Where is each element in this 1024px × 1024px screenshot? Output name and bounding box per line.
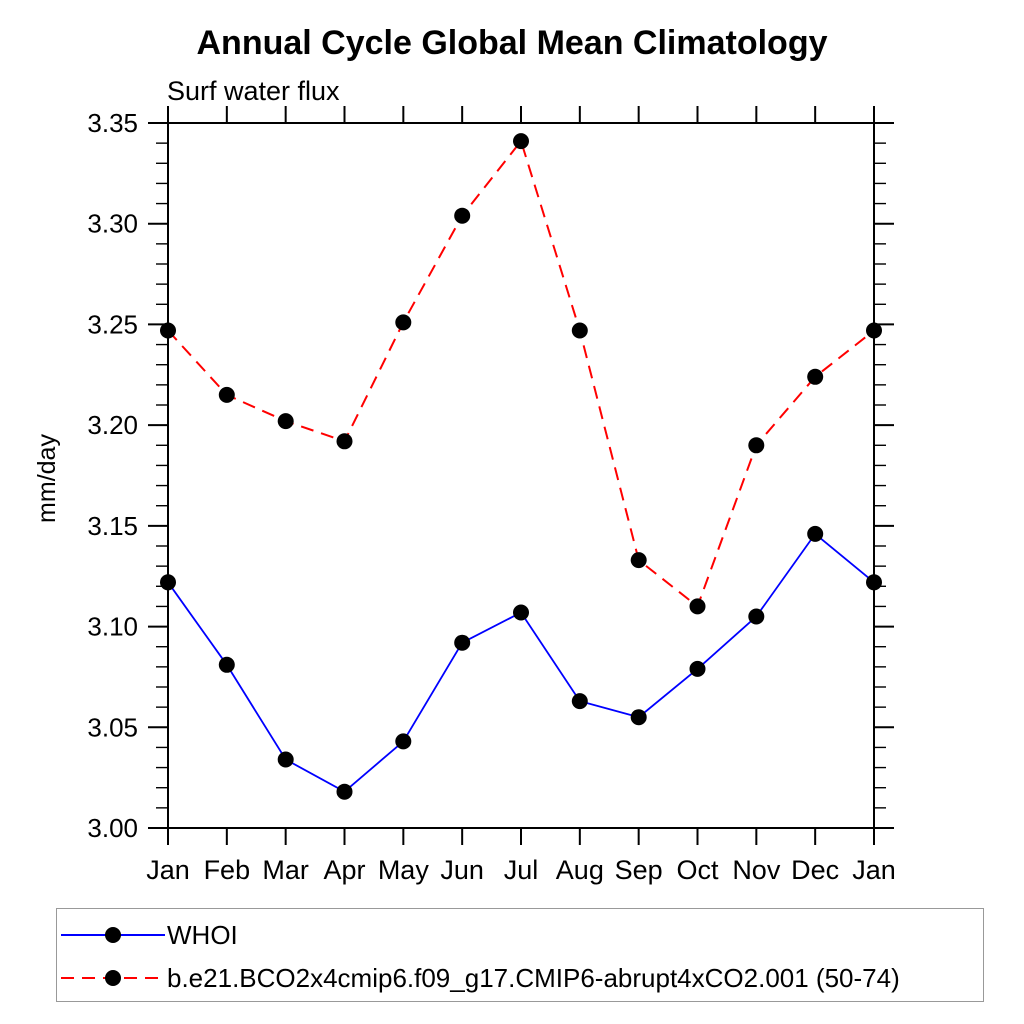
y-tick-label: 3.15 — [87, 511, 138, 541]
x-tick-label: Nov — [732, 855, 781, 885]
series-markers-1 — [160, 133, 882, 615]
y-tick-label: 3.25 — [87, 309, 138, 339]
x-axis-ticks — [167, 106, 875, 845]
x-tick-label: Apr — [323, 855, 365, 885]
plot-frame — [167, 122, 875, 829]
series-line-1 — [167, 138, 875, 609]
legend-item-model-run: b.e21.BCO2x4cmip6.f09_g17.CMIP6-abrupt4x… — [61, 963, 900, 993]
x-tick-label: Jun — [440, 855, 484, 885]
x-tick-label: Dec — [791, 855, 839, 885]
series-markers-0 — [160, 525, 882, 800]
y-axis-tick-labels: 3.00 3.05 3.10 3.15 3.20 3.25 3.30 3.35 — [87, 108, 138, 843]
legend-line-sample-dashed — [61, 970, 165, 986]
y-axis-ticks — [148, 122, 894, 829]
chart-subtitle: Surf water flux — [167, 76, 340, 106]
legend-item-whoi: WHOI — [61, 920, 238, 950]
y-tick-label: 3.30 — [87, 209, 138, 239]
y-tick-label: 3.20 — [87, 410, 138, 440]
chart-title: Annual Cycle Global Mean Climatology — [196, 24, 828, 62]
y-tick-label: 3.35 — [87, 108, 138, 138]
x-tick-label: Jan — [146, 855, 190, 885]
x-tick-label: Jan — [852, 855, 896, 885]
series-line-0 — [167, 532, 875, 793]
x-tick-label: Sep — [615, 855, 663, 885]
y-axis-title: mm/day — [33, 434, 61, 523]
legend-box: WHOI b.e21.BCO2x4cmip6.f09_g17.CMIP6-abr… — [56, 908, 984, 1002]
x-tick-label: Jul — [504, 855, 539, 885]
y-tick-label: 3.10 — [87, 612, 138, 642]
x-tick-label: Aug — [556, 855, 604, 885]
y-tick-label: 3.00 — [87, 813, 138, 843]
y-tick-label: 3.05 — [87, 712, 138, 742]
x-tick-label: May — [378, 855, 430, 885]
x-tick-label: Feb — [204, 855, 251, 885]
x-tick-label: Mar — [262, 855, 309, 885]
x-axis-tick-labels: Jan Feb Mar Apr May Jun Jul Aug Sep Oct Nov Dec Jan — [146, 855, 896, 885]
legend-label: b.e21.BCO2x4cmip6.f09_g17.CMIP6-abrupt4x… — [167, 962, 900, 993]
legend-line-sample-solid — [61, 927, 165, 943]
x-tick-label: Oct — [676, 855, 719, 885]
legend-label: WHOI — [167, 919, 238, 950]
